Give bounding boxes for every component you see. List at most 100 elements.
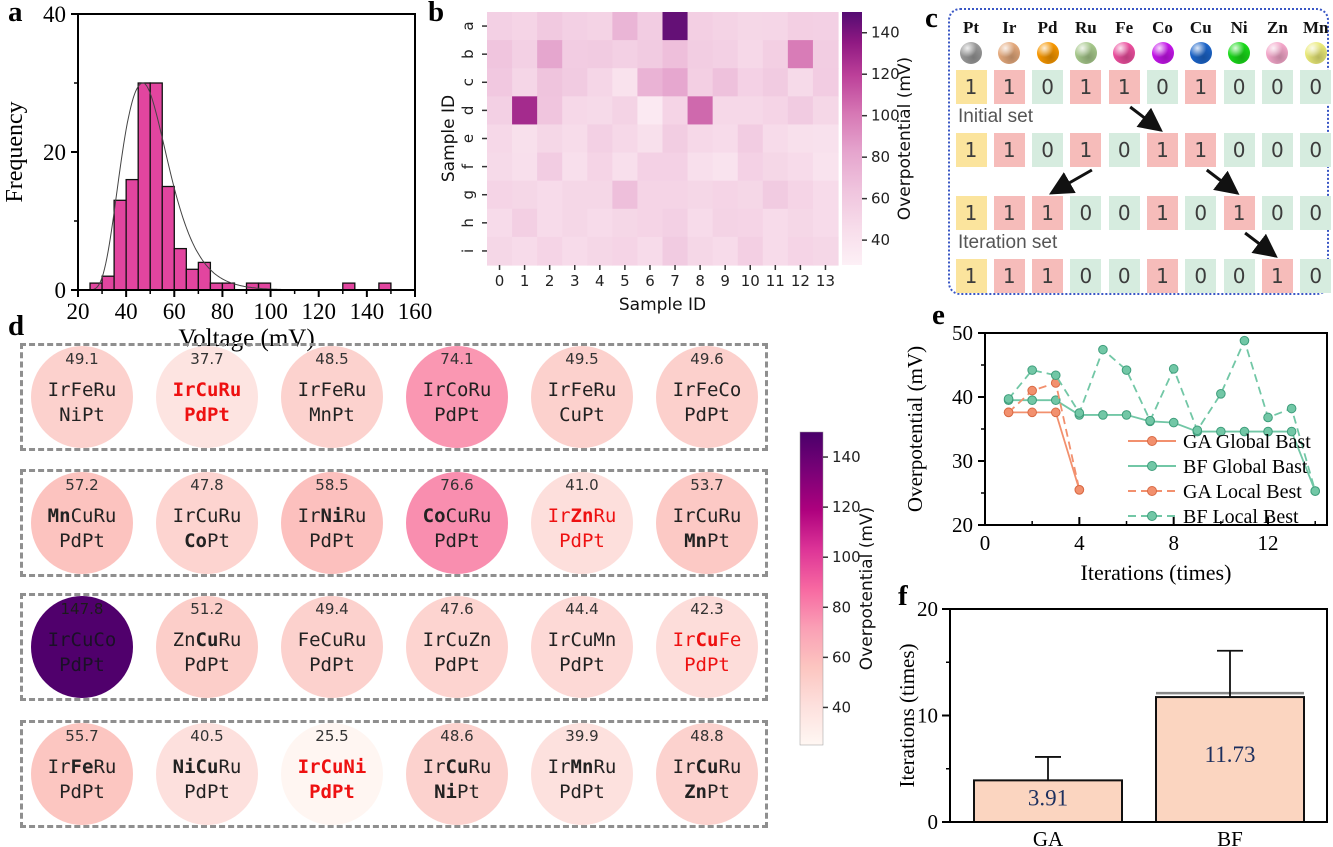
heatmap-cell: [587, 124, 613, 154]
heatmap-cell: [562, 40, 588, 69]
heatmap-cell: [687, 12, 714, 41]
sample-composition-line2: ZnPt: [684, 781, 730, 803]
heatmap-cell: [537, 124, 563, 154]
sample-circle: [31, 723, 133, 825]
heatmap-cell: [512, 96, 538, 126]
y-axis-label: Sample ID: [439, 95, 459, 182]
heatmap-cell: [812, 124, 839, 154]
heatmap-cell: [687, 124, 714, 154]
sample-overpotential: 49.5: [565, 350, 599, 368]
heatmap-cell: [537, 68, 563, 97]
sample-overpotential: 49.1: [65, 350, 99, 368]
y-tick-label: 40: [952, 385, 973, 409]
sample-composition-line1: NiCuRu: [172, 756, 242, 778]
heatmap-cell: [562, 12, 588, 41]
y-tick-label: 0: [55, 278, 67, 303]
heatmap-cell: [637, 68, 664, 97]
legend-marker: [1147, 461, 1157, 471]
y-axis-label: Overpotential (mV): [903, 346, 927, 512]
sample-composition-line1: IrMnRu: [547, 756, 617, 778]
bit-cell: 0: [1108, 133, 1140, 167]
sample-overpotential: 47.6: [440, 600, 474, 618]
heatmap-cell: [687, 40, 714, 69]
heatmap-cell: [812, 40, 839, 69]
bit-cell: 1: [955, 70, 987, 104]
x-tick-label: 9: [720, 272, 730, 290]
sample-overpotential: 39.9: [565, 727, 599, 745]
heatmap-cell: [587, 40, 613, 69]
heatmap-cell: [612, 236, 639, 266]
sample-composition-line1: IrCuMn: [547, 629, 617, 651]
legend-marker: [1147, 486, 1157, 496]
legend-marker: [1147, 511, 1157, 521]
data-point: [1168, 364, 1179, 374]
data-point: [1263, 412, 1273, 423]
sample-composition-line2: PdPt: [309, 530, 355, 552]
sample-composition-line2: MnPt: [309, 404, 355, 426]
histogram-bar: [378, 282, 392, 291]
highlight-element: PdPt: [309, 781, 355, 803]
panel-e-line-chart: 20 30 40 50 0 4 8 12 GA Global Bast BF Global Bas…: [903, 321, 1328, 585]
y-tick-label: 20: [917, 597, 938, 621]
sample-circle: [281, 346, 383, 448]
heatmap-cell: [587, 12, 613, 41]
x-tick-label: 2: [545, 272, 555, 290]
highlight-element: Cu: [695, 629, 719, 651]
element-circle-ir-icon: [998, 42, 1021, 64]
sample-circle: [406, 346, 508, 448]
heatmap-cell: [612, 152, 639, 182]
bar-category-label: GA: [1033, 827, 1064, 847]
sample-circle: [531, 723, 633, 825]
heatmap-cell: [587, 236, 613, 266]
x-tick-label: 7: [670, 272, 680, 290]
element-symbol-Pt: Pt: [962, 18, 980, 37]
heatmap-cell: [687, 208, 714, 238]
sample-composition-line2: PdPt: [142, 404, 272, 426]
heatmap-cell: [562, 208, 588, 238]
heatmap-cell: [787, 208, 814, 238]
colorbar-tick-label: 120: [832, 498, 861, 516]
bit-cell: 0: [1223, 259, 1255, 293]
x-tick-label: 60: [163, 299, 186, 324]
iteration-set-label: Iteration set: [958, 232, 1058, 253]
heatmap-cell: [612, 180, 639, 210]
sample-overpotential: 41.0: [565, 476, 599, 494]
y-tick-label: a: [459, 21, 477, 30]
histogram-bar: [125, 178, 139, 291]
heatmap-cell: [662, 96, 689, 126]
element-symbol-Pd: Pd: [1037, 18, 1058, 37]
y-tick-label: f: [459, 163, 477, 169]
heatmap-cell: [812, 180, 839, 210]
data-point: [1003, 407, 1014, 418]
x-tick-label: 4: [1074, 531, 1085, 555]
heatmap-cell: [612, 68, 639, 97]
sample-composition-line2: PdPt: [684, 654, 730, 676]
heatmap-cell: [487, 12, 513, 41]
panel-b-letter: b: [428, 0, 445, 28]
data-point: [1050, 370, 1061, 381]
highlight-element: Co: [184, 530, 207, 552]
sample-circle: [281, 596, 383, 698]
heatmap-cell: [537, 96, 563, 126]
heatmap-cell: [637, 236, 664, 266]
bit-cell: 1: [1032, 259, 1064, 293]
histogram-bar: [173, 247, 187, 291]
bit-cell: 0: [1300, 196, 1332, 230]
bit-cell: 1: [955, 259, 987, 293]
element-symbol-Zn: Zn: [1266, 18, 1288, 37]
element-symbol-Ir: Ir: [1002, 18, 1017, 37]
element-symbol-Co: Co: [1152, 18, 1173, 37]
sample-overpotential: 49.4: [315, 600, 349, 618]
sample-composition-line2: CoPt: [184, 530, 230, 552]
heatmap-cell: [562, 124, 588, 154]
bit-cell: 0: [1032, 133, 1064, 167]
x-tick-label: 80: [211, 299, 234, 324]
heatmap-cell: [537, 152, 563, 182]
y-tick-label: 50: [952, 321, 973, 345]
bit-cell: 1: [1185, 70, 1217, 104]
y-tick-label: 20: [952, 513, 973, 537]
heatmap-cell: [737, 68, 764, 97]
heatmap-cell: [712, 96, 739, 126]
